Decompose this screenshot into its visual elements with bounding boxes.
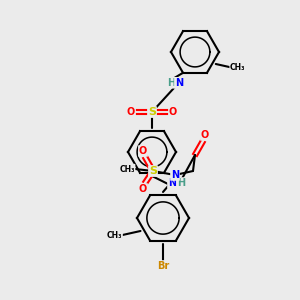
Text: H: H	[177, 178, 185, 188]
Text: N: N	[175, 78, 183, 88]
Text: O: O	[139, 146, 147, 156]
Text: O: O	[169, 107, 177, 117]
Text: H: H	[167, 78, 175, 88]
Text: CH₃: CH₃	[107, 230, 122, 239]
Text: O: O	[127, 107, 135, 117]
Text: N: N	[168, 178, 176, 188]
Text: O: O	[201, 130, 209, 140]
Text: N: N	[171, 170, 179, 180]
Text: O: O	[139, 184, 147, 194]
Text: S: S	[148, 107, 156, 117]
Text: S: S	[149, 166, 157, 176]
Text: CH₃: CH₃	[230, 64, 245, 73]
Text: CH₃: CH₃	[119, 164, 135, 173]
Text: Br: Br	[157, 261, 169, 271]
